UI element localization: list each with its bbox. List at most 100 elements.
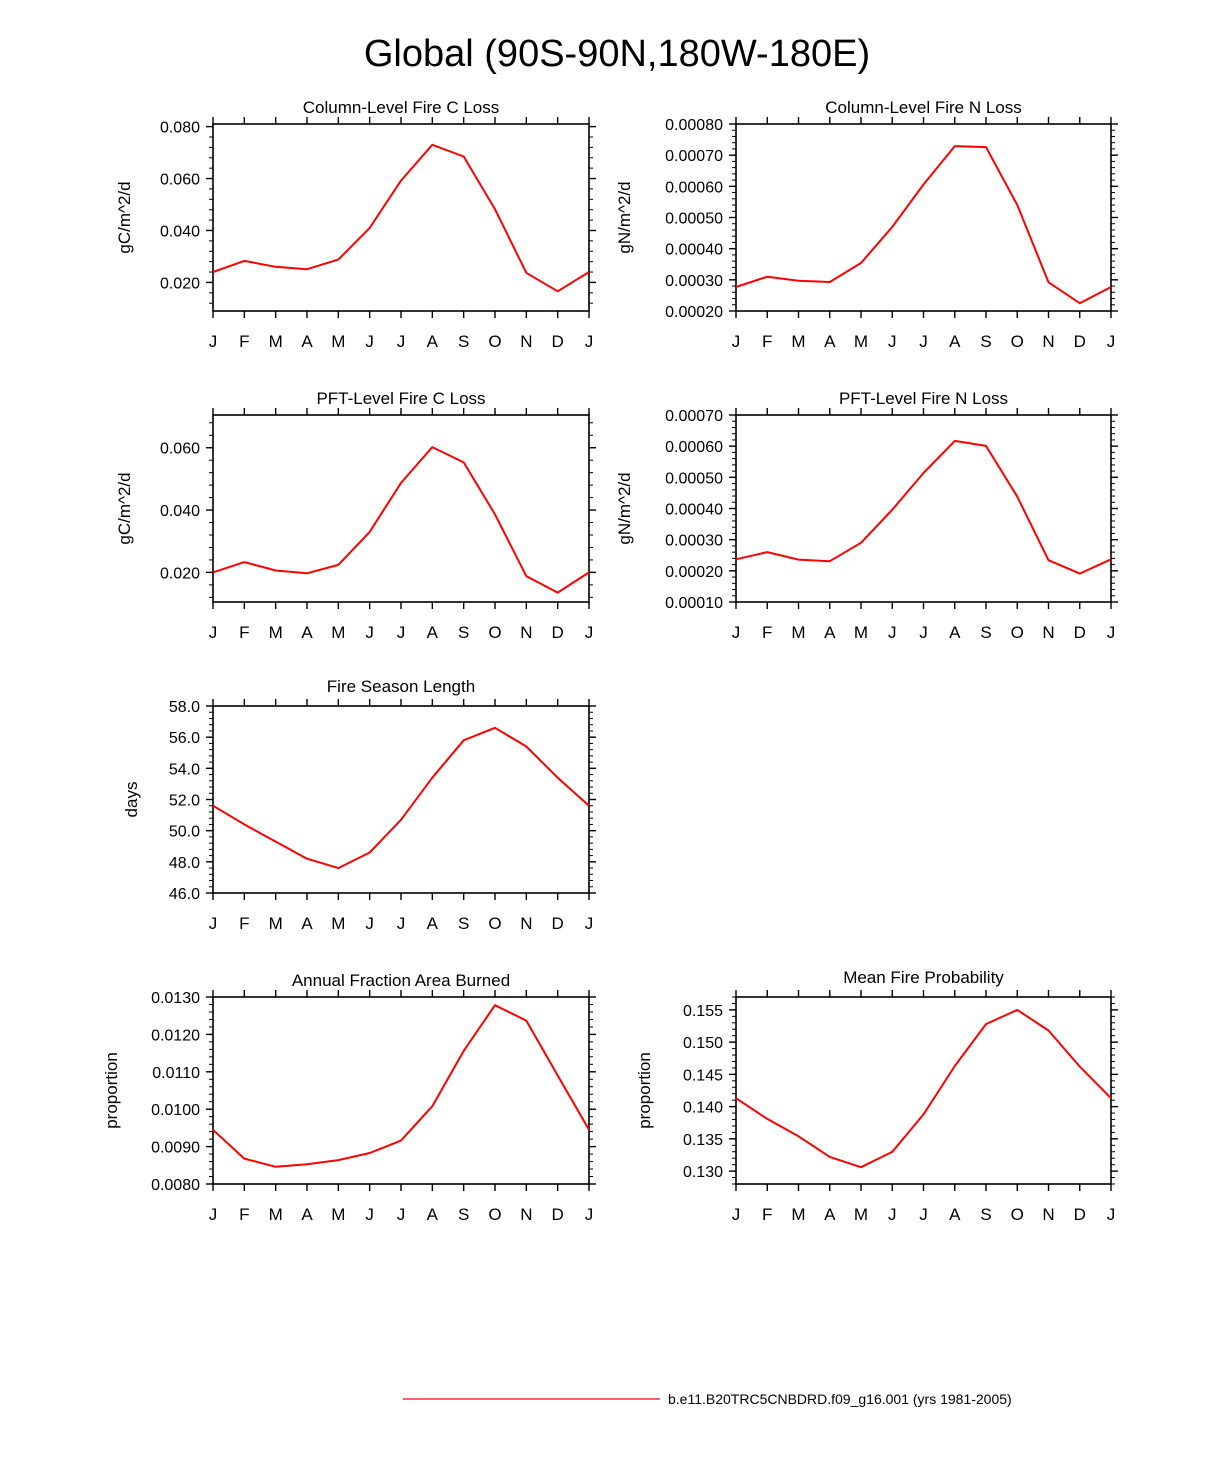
series-line [735,1008,1112,1169]
plot-frame [735,414,1112,603]
plot-frame [735,123,1112,312]
x-tick-label: D [1074,332,1086,351]
y-tick-label: 0.00070 [665,408,723,425]
x-tick-label: F [239,914,249,933]
y-tick-label: 52.0 [169,793,200,810]
y-tick-label: 0.150 [683,1035,723,1052]
x-tick-label: A [427,1205,439,1224]
series-line [735,439,1112,575]
x-tick-label: J [732,332,741,351]
x-tick-label: M [269,1205,283,1224]
y-axis-label: gN/m^2/d [615,472,634,544]
y-axis-label: gC/m^2/d [115,181,134,253]
series-line [735,145,1112,305]
x-tick-label: J [732,1205,741,1224]
x-tick-label: M [331,914,345,933]
x-tick-label: A [301,1205,313,1224]
series-line [212,726,590,870]
y-axis-label: gN/m^2/d [615,181,634,253]
plot-frame [212,705,590,894]
x-tick-label: J [919,623,928,642]
x-tick-label: M [791,332,805,351]
x-tick-label: A [301,914,313,933]
y-tick-label: 0.020 [160,275,200,292]
x-tick-label: S [458,623,469,642]
y-tick-label: 56.0 [169,730,200,747]
x-tick-label: J [919,1205,928,1224]
x-tick-label: J [365,623,374,642]
x-tick-label: M [791,623,805,642]
x-tick-label: O [488,1205,501,1224]
x-tick-label: D [552,914,564,933]
y-tick-label: 0.080 [160,120,200,137]
chart-title: PFT-Level Fire C Loss [316,389,485,408]
x-tick-label: D [552,332,564,351]
x-tick-label: J [209,332,218,351]
x-tick-label: A [427,914,439,933]
y-tick-label: 50.0 [169,824,200,841]
x-tick-label: F [762,1205,772,1224]
y-tick-label: 0.060 [160,441,200,458]
y-tick-label: 58.0 [169,699,200,716]
x-tick-label: S [458,914,469,933]
x-tick-label: J [1107,1205,1116,1224]
y-axis-label: proportion [102,1052,121,1129]
x-tick-label: N [1042,1205,1054,1224]
chart-title: Mean Fire Probability [843,968,1004,987]
y-tick-label: 0.00070 [665,148,723,165]
x-tick-label: A [949,623,961,642]
x-tick-label: J [888,623,897,642]
chart-title: Annual Fraction Area Burned [292,971,510,990]
plot-frame [212,996,590,1185]
x-tick-label: J [732,623,741,642]
x-tick-label: O [488,914,501,933]
x-tick-label: M [269,623,283,642]
x-tick-label: A [824,332,836,351]
plot-frame [212,414,590,603]
x-tick-label: S [458,1205,469,1224]
x-tick-label: D [552,623,564,642]
x-tick-label: M [854,1205,868,1224]
x-tick-label: F [239,623,249,642]
x-tick-label: A [949,332,961,351]
y-tick-label: 0.135 [683,1132,723,1149]
chart-title: Column-Level Fire N Loss [825,98,1022,117]
x-tick-label: N [1042,623,1054,642]
x-tick-label: J [365,914,374,933]
x-tick-label: J [888,1205,897,1224]
y-tick-label: 0.00060 [665,179,723,196]
x-tick-label: M [854,332,868,351]
x-tick-label: A [824,623,836,642]
y-tick-label: 0.00020 [665,304,723,321]
x-tick-label: M [331,623,345,642]
y-tick-label: 0.145 [683,1067,723,1084]
y-tick-label: 0.00040 [665,502,723,519]
x-tick-label: J [209,1205,218,1224]
x-tick-label: J [585,914,594,933]
y-axis-label: gC/m^2/d [115,472,134,544]
x-tick-label: D [1074,623,1086,642]
x-tick-label: F [239,1205,249,1224]
y-tick-label: 0.00050 [665,470,723,487]
chart-panel: J F M A M J J A S O N D J0.00800.00900.01000.01100.0… [102,971,596,1224]
y-tick-label: 46.0 [169,886,200,903]
x-tick-label: O [1011,1205,1024,1224]
x-tick-label: J [397,914,406,933]
x-tick-label: A [949,1205,961,1224]
x-tick-label: O [488,623,501,642]
x-tick-label: O [488,332,501,351]
x-tick-label: F [762,332,772,351]
panels: J F M A M J J A S O N D J0.0200.0400.0600.080Column-… [102,98,1118,1224]
x-tick-label: J [397,1205,406,1224]
y-tick-label: 0.155 [683,1003,723,1020]
y-tick-label: 0.00040 [665,242,723,259]
x-tick-label: N [520,332,532,351]
chart-panel: J F M A M J J A S O N D J0.000100.000200.000300.0004… [615,389,1118,642]
x-tick-label: S [980,623,991,642]
x-tick-label: J [209,914,218,933]
figure-title: Global (90S-90N,180W-180E) [364,33,870,75]
y-tick-label: 0.040 [160,223,200,240]
x-tick-label: J [585,623,594,642]
x-tick-label: J [888,332,897,351]
